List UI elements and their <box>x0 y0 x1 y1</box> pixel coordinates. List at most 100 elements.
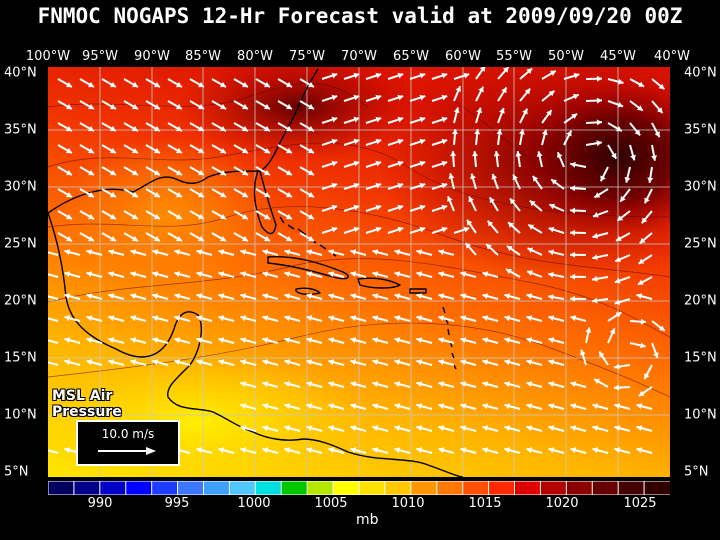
lon-label: 80°W <box>237 49 273 64</box>
wind-arrowhead <box>306 271 313 278</box>
wind-arrowhead <box>416 315 423 322</box>
wind-arrowhead <box>154 147 160 154</box>
wind-arrowhead <box>460 403 467 410</box>
colorbar-swatch <box>591 481 620 495</box>
colorbar-swatch <box>203 481 231 495</box>
wind-arrowhead <box>218 249 225 256</box>
wind-arrowhead <box>489 197 495 204</box>
wind-arrowhead <box>220 191 226 198</box>
wind-arrowhead <box>614 425 621 432</box>
wind-arrowhead <box>570 315 577 322</box>
wind-arrowhead <box>86 337 93 344</box>
wind-arrowhead <box>570 403 577 410</box>
wind-arrowhead <box>527 247 534 253</box>
wind-arrowhead <box>438 249 445 256</box>
wind-arrowhead <box>66 103 72 110</box>
wind-arrowhead <box>460 337 467 344</box>
pressure-map[interactable] <box>48 67 670 477</box>
wind-arrowhead <box>154 213 160 220</box>
wind-arrowhead <box>394 447 401 454</box>
wind-arrowhead <box>375 94 382 101</box>
wind-arrowhead <box>264 125 270 132</box>
wind-arrowhead <box>328 315 335 322</box>
wind-arrowhead <box>548 381 555 388</box>
wind-arrowhead <box>262 403 269 410</box>
lat-label: 25°N <box>4 236 37 252</box>
wind-arrowhead <box>350 249 357 256</box>
wind-arrowhead <box>152 271 159 278</box>
wind-arrowhead <box>152 315 159 322</box>
wind-arrowhead <box>441 94 448 101</box>
wind-arrowhead <box>284 403 291 410</box>
wind-arrowhead <box>218 271 225 278</box>
wind-arrowhead <box>242 125 248 132</box>
isobar <box>48 322 670 398</box>
lat-label: 15°N <box>4 350 37 366</box>
wind-arrowhead <box>416 337 423 344</box>
wind-arrowhead <box>218 359 225 366</box>
wind-arrowhead <box>548 447 555 454</box>
wind-arrowhead <box>264 103 270 110</box>
wind-arrowhead <box>154 125 160 132</box>
wind-arrowhead <box>394 381 401 388</box>
wind-arrowhead <box>306 447 313 454</box>
wind-arrowhead <box>262 447 269 454</box>
wind-arrowhead <box>88 235 94 242</box>
wind-arrowhead <box>306 359 313 366</box>
wind-arrowhead <box>474 129 481 135</box>
wind-arrowhead <box>372 403 379 410</box>
wind-arrowhead <box>450 151 457 157</box>
wind-arrowhead <box>286 147 292 154</box>
wind-arrowhead <box>328 381 335 388</box>
wind-arrowhead <box>529 200 536 207</box>
wind-arrowhead <box>375 160 382 167</box>
lat-label: 10°N <box>684 407 717 423</box>
wind-arrowhead <box>130 293 137 300</box>
wind-arrowhead <box>353 182 360 189</box>
wind-arrowhead <box>617 101 624 108</box>
wind-arrowhead <box>653 352 659 358</box>
wind-arrowhead <box>397 204 404 211</box>
wind-arrowhead <box>512 174 518 181</box>
wind-arrowhead <box>218 293 225 300</box>
wind-arrowhead <box>306 293 313 300</box>
wind-arrowhead <box>262 271 269 278</box>
wind-arrowhead <box>441 182 448 189</box>
wind-arrowhead <box>636 425 643 432</box>
wind-arrowhead <box>130 271 137 278</box>
wind-arrowhead <box>419 204 426 211</box>
wind-arrowhead <box>593 212 599 218</box>
colorbar-tick: 1025 <box>623 496 657 511</box>
wind-arrowhead <box>331 160 338 167</box>
wind-arrowhead <box>637 105 643 111</box>
colorbar-tick: 990 <box>87 496 113 511</box>
wind-arrowhead <box>110 81 116 88</box>
wind-arrowhead <box>375 116 382 123</box>
wind-arrowhead <box>438 337 445 344</box>
wind-arrowhead <box>350 403 357 410</box>
wind-arrowhead <box>460 381 467 388</box>
wind-arrowhead <box>328 403 335 410</box>
wind-arrowhead <box>438 425 445 432</box>
colorbar-swatch <box>410 481 438 495</box>
wind-arrowhead <box>242 235 248 242</box>
wind-arrowhead <box>614 299 621 305</box>
wind-arrowhead <box>198 103 204 110</box>
wind-arrowhead <box>548 249 554 256</box>
wind-arrowhead <box>240 293 247 300</box>
wind-arrowhead <box>353 94 360 101</box>
wind-arrowhead <box>220 81 226 88</box>
wind-arrowhead <box>372 293 379 300</box>
wind-arrowhead <box>460 447 467 454</box>
wind-arrowhead <box>641 217 648 224</box>
wind-arrowhead <box>478 86 484 93</box>
wind-arrowhead <box>570 447 577 454</box>
wind-arrowhead <box>306 249 313 256</box>
wind-arrowhead <box>548 337 555 344</box>
wind-arrowhead <box>198 213 204 220</box>
wind-arrowhead <box>174 315 181 322</box>
wind-arrowhead <box>286 235 292 242</box>
wind-arrowhead <box>522 108 528 115</box>
wind-arrowhead <box>453 107 460 114</box>
wind-arrowhead <box>549 203 556 210</box>
